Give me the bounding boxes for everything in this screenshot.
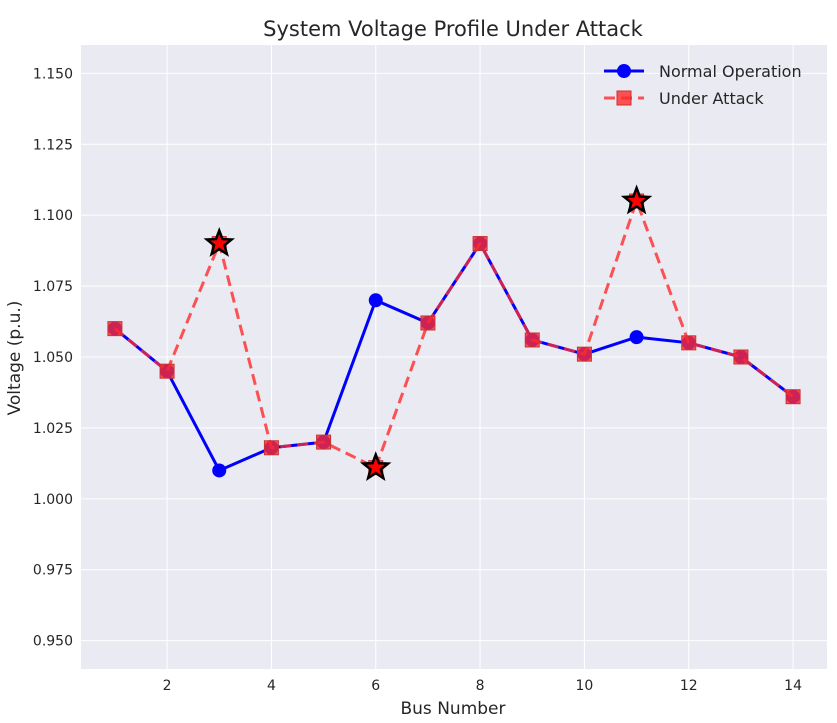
x-tick-label: 8: [476, 678, 485, 694]
data-point: [368, 293, 383, 308]
x-tick-label: 14: [784, 678, 802, 694]
x-tick-label: 10: [576, 678, 594, 694]
series-line: [113, 199, 794, 470]
anomaly-star-marker: [203, 227, 235, 257]
x-tick-label: 12: [680, 678, 698, 694]
x-axis-label: Bus Number: [401, 699, 506, 719]
legend-item: Under Attack: [604, 89, 764, 108]
data-point: [524, 332, 540, 348]
x-tick-labels: 2 4 6 8 10 12 14: [163, 678, 802, 694]
legend-marker: [617, 64, 631, 78]
legend-marker: [616, 90, 632, 106]
data-point: [159, 363, 175, 379]
y-tick-label: 1.000: [33, 492, 73, 508]
chart-title: System Voltage Profile Under Attack: [263, 17, 644, 41]
series-line: [113, 242, 794, 472]
legend-item: Normal Operation: [604, 62, 802, 81]
legend-label: Under Attack: [659, 89, 764, 108]
y-tick-label: 1.075: [33, 279, 73, 295]
data-point: [472, 236, 488, 252]
data-point: [681, 335, 697, 351]
x-tick-label: 2: [163, 678, 172, 694]
anomaly-star-marker: [360, 451, 392, 482]
y-tick-label: 1.050: [33, 350, 73, 366]
data-point: [212, 463, 227, 478]
y-tick-label: 1.150: [33, 66, 73, 82]
data-point: [733, 349, 749, 365]
legend-label: Normal Operation: [659, 62, 802, 81]
y-tick-label: 1.100: [33, 208, 73, 224]
y-tick-label: 0.975: [33, 563, 73, 579]
grid-lines: [81, 45, 827, 669]
data-point: [107, 321, 123, 337]
data-point: [576, 346, 592, 362]
data-point: [785, 389, 801, 405]
anomaly-star-marker: [620, 184, 653, 215]
y-axis-label: Voltage (p.u.): [5, 301, 25, 416]
data-point: [263, 440, 279, 456]
y-tick-label: 1.025: [33, 421, 73, 437]
x-tick-label: 4: [267, 678, 276, 694]
y-tick-label: 0.950: [33, 634, 73, 650]
data-point: [629, 330, 644, 345]
highlight-layer: [203, 184, 653, 482]
y-tick-label: 1.125: [33, 137, 73, 153]
data-point: [316, 434, 332, 450]
x-tick-label: 6: [371, 678, 380, 694]
legend: Normal Operation Under Attack: [604, 62, 802, 108]
data-point: [420, 315, 436, 331]
y-tick-labels: 0.950 0.975 1.000 1.025 1.050 1.075 1.100 1.125…: [33, 66, 73, 649]
